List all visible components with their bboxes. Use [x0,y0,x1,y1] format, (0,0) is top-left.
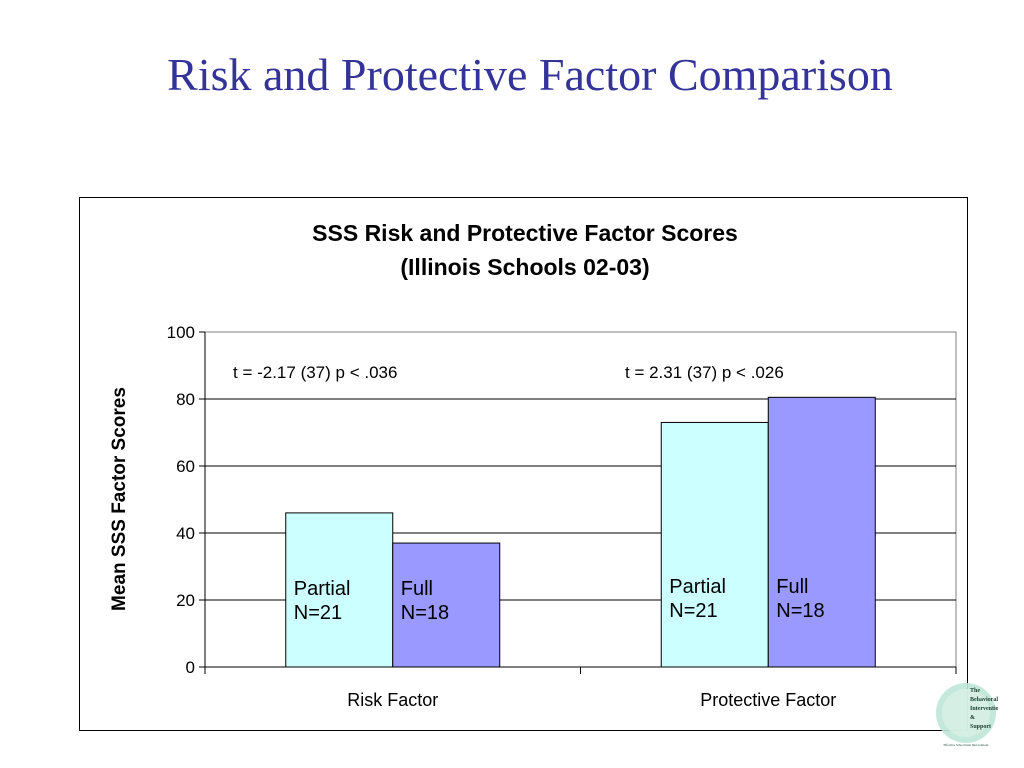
bar-data-label: Full N=18 [776,576,824,622]
y-tick-label: 60 [176,457,195,476]
y-tick-label: 100 [167,323,195,342]
svg-text:Support: Support [970,724,991,730]
significance-annotation: t = -2.17 (37) p < .036 [233,363,397,382]
y-tick-label: 0 [186,658,195,677]
svg-text:Intervention: Intervention [970,706,998,712]
chart-title: SSS Risk and Protective Factor Scores [312,220,738,246]
y-tick-label: 20 [176,591,195,610]
svg-text:&: & [970,715,975,721]
bar-partial [660,421,769,668]
bar-chart: SSS Risk and Protective Factor Scores (I… [109,220,957,710]
significance-annotation: t = 2.31 (37) p < .026 [625,363,784,382]
slide-title: Risk and Protective Factor Comparison [167,49,893,100]
svg-text:The: The [970,688,980,694]
chart-frame: SSS Risk and Protective Factor Scores (I… [79,197,968,731]
bar-data-label: Partial N=21 [669,576,726,622]
svg-text:Behavioral: Behavioral [970,697,998,703]
bar-full [767,396,876,668]
x-tick-label: Protective Factor [700,690,836,710]
bar-data-label: Partial N=21 [294,578,351,624]
svg-text:Effective Schoolwide Intervent: Effective Schoolwide Interventions [943,743,989,747]
y-tick-label: 80 [176,390,195,409]
y-axis-label: Mean SSS Factor Scores [109,387,130,611]
bar-full [392,542,501,668]
pbis-logo: The Behavioral Intervention & Support Effecti… [936,683,998,747]
x-tick-label: Risk Factor [347,690,438,710]
bar-data-label: Full N=18 [401,578,449,624]
y-tick-label: 40 [176,524,195,543]
chart-subtitle: (Illinois Schools 02-03) [400,254,649,280]
